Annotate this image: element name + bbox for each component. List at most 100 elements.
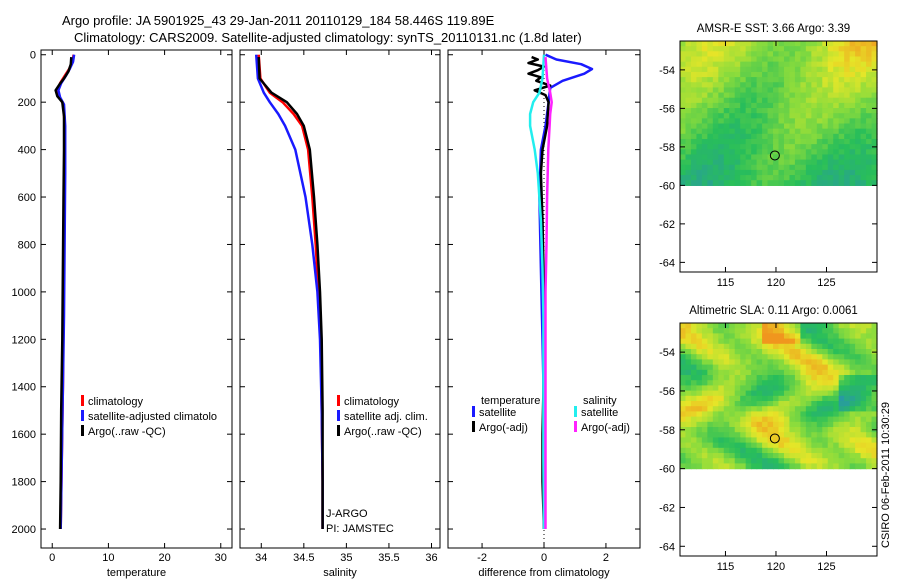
field-cell	[849, 61, 856, 68]
field-cell	[696, 395, 703, 402]
field-cell	[680, 390, 687, 397]
field-cell	[773, 328, 780, 334]
field-cell	[740, 92, 747, 99]
field-cell	[701, 375, 708, 381]
field-cell	[773, 97, 780, 104]
field-cell	[701, 113, 708, 119]
field-cell	[833, 41, 840, 47]
field-cell	[762, 61, 769, 68]
field-cell	[740, 416, 747, 423]
field-cell	[838, 46, 845, 52]
legend-swatch	[337, 425, 340, 436]
field-cell	[734, 46, 741, 52]
field-cell	[800, 442, 807, 449]
field-cell	[701, 401, 708, 407]
field-cell	[783, 66, 791, 73]
field-cell	[827, 375, 834, 381]
field-cell	[680, 133, 687, 140]
field-cell	[822, 46, 829, 52]
field-cell	[762, 41, 769, 47]
field-cell	[844, 113, 851, 119]
field-cell	[740, 385, 747, 392]
field-cell	[701, 108, 708, 114]
field-cell	[866, 169, 873, 176]
field-cell	[751, 128, 758, 135]
field-cell	[773, 453, 780, 459]
field-cell	[822, 180, 829, 186]
field-cell	[860, 359, 867, 366]
field-cell	[762, 437, 769, 444]
field-cell	[838, 87, 845, 94]
field-cell	[712, 385, 719, 392]
field-cell	[690, 102, 698, 109]
field-cell	[860, 138, 867, 145]
legend-label: satellite-adjusted climatolo	[88, 411, 217, 423]
field-cell	[833, 82, 840, 89]
field-cell	[762, 385, 769, 392]
field-cell	[740, 108, 747, 114]
field-cell	[685, 354, 692, 361]
field-cell	[811, 458, 818, 465]
field-cell	[680, 369, 687, 376]
field-cell	[844, 61, 851, 68]
field-cell	[701, 51, 708, 58]
field-cell	[740, 453, 747, 459]
field-cell	[723, 359, 730, 366]
field-cell	[816, 92, 823, 99]
field-cell	[844, 343, 851, 350]
field-cell	[718, 144, 725, 150]
field-cell	[778, 411, 785, 418]
field-cell	[745, 395, 752, 402]
field-cell	[712, 128, 719, 135]
field-cell	[723, 421, 730, 428]
field-cell	[740, 46, 747, 52]
field-cell	[740, 169, 747, 176]
field-cell	[849, 416, 856, 423]
field-cell	[811, 390, 818, 397]
field-cell	[800, 380, 807, 387]
field-cell	[816, 427, 823, 433]
field-cell	[712, 180, 719, 186]
field-cell	[701, 453, 708, 459]
field-cell	[685, 416, 692, 423]
field-cell	[778, 349, 785, 355]
field-cell	[690, 46, 698, 52]
field-cell	[734, 338, 741, 345]
field-cell	[734, 323, 741, 329]
field-cell	[680, 175, 687, 181]
field-cell	[729, 159, 736, 166]
field-cell	[794, 395, 801, 402]
field-cell	[723, 87, 730, 94]
field-cell	[860, 169, 867, 176]
field-cell	[783, 375, 791, 381]
field-cell	[849, 421, 856, 428]
field-cell	[745, 97, 752, 104]
field-cell	[729, 447, 736, 454]
field-cell	[778, 108, 785, 114]
field-cell	[844, 71, 851, 78]
field-cell	[794, 97, 801, 104]
field-cell	[800, 458, 807, 465]
field-cell	[751, 463, 758, 470]
field-cell	[723, 159, 730, 166]
field-cell	[866, 406, 873, 413]
field-cell	[740, 447, 747, 454]
field-cell	[866, 349, 873, 355]
field-cell	[866, 453, 873, 459]
field-cell	[855, 380, 862, 387]
field-cell	[827, 427, 834, 433]
field-cell	[701, 138, 708, 145]
field-cell	[855, 51, 862, 58]
field-cell	[745, 154, 752, 161]
field-cell	[838, 385, 845, 392]
y-tick-label: -64	[659, 257, 675, 269]
field-cell	[844, 180, 851, 186]
field-cell	[844, 175, 851, 181]
field-cell	[827, 138, 834, 145]
field-cell	[729, 97, 736, 104]
field-cell	[827, 66, 834, 73]
field-cell	[729, 77, 736, 83]
field-cell	[789, 108, 796, 114]
field-cell	[800, 41, 807, 47]
field-cell	[740, 41, 747, 47]
